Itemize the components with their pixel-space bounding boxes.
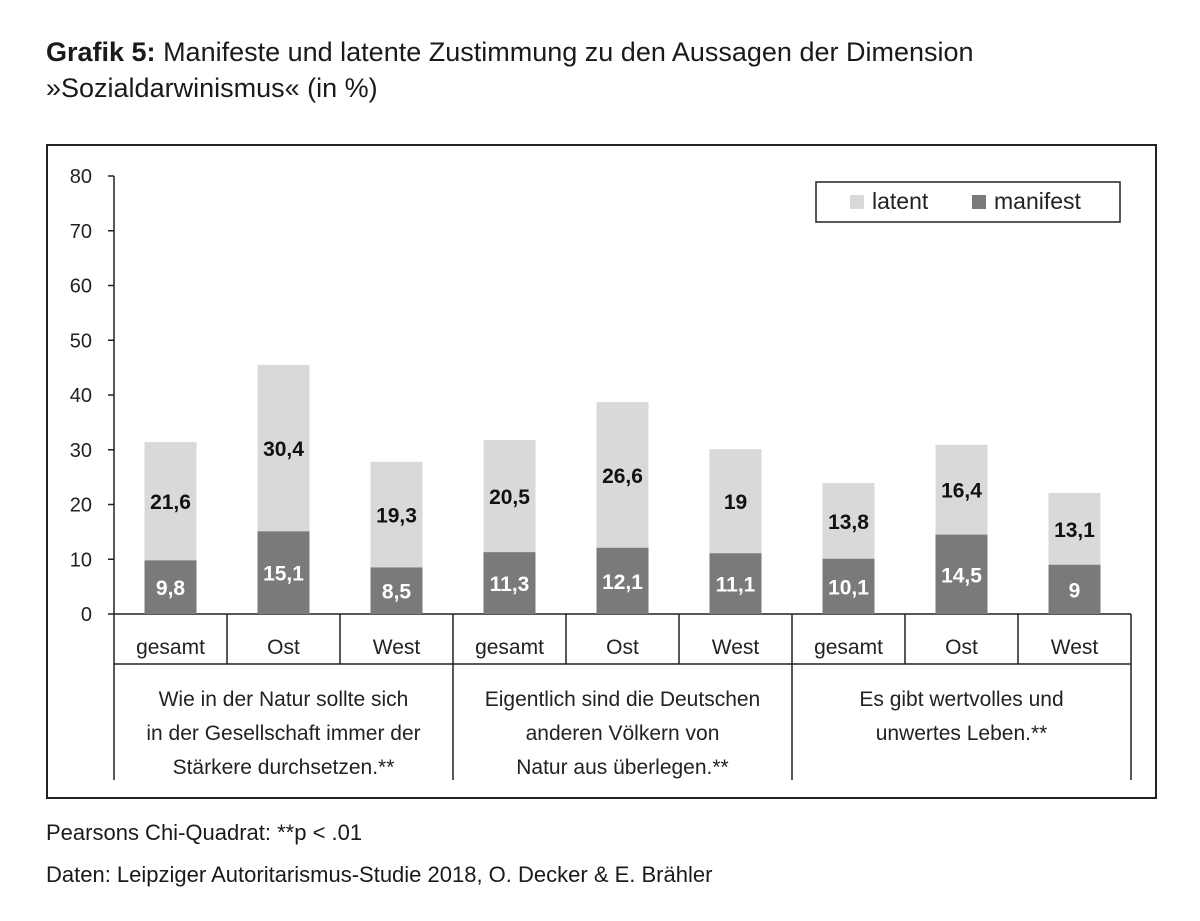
bar-latent (1048, 493, 1101, 565)
data-label-manifest: 9 (1069, 579, 1081, 602)
group-label-line: Eigentlich sind die Deutschen (485, 688, 761, 711)
y-tick-label: 20 (70, 495, 92, 517)
y-tick-label: 30 (70, 440, 92, 462)
data-label-manifest: 14,5 (941, 564, 982, 587)
bar-manifest (596, 547, 649, 614)
chart-frame: 0 10 20 30 40 50 60 70 80 gesamt Ost West gesamt Ost W… (46, 144, 1157, 799)
category-label: Ost (606, 636, 639, 659)
group-label-line: anderen Völkern von (526, 722, 720, 745)
y-tick-label: 0 (81, 604, 92, 626)
legend-box (815, 181, 1121, 223)
category-label: West (373, 636, 421, 659)
y-tick-label: 50 (70, 330, 92, 352)
data-label-latent: 13,8 (828, 511, 869, 534)
chart-title: Grafik 5: Manifeste und latente Zustimmu… (46, 34, 1166, 106)
data-label-latent: 20,5 (489, 486, 530, 509)
group-label-line: in der Gesellschaft immer der (146, 722, 420, 745)
data-label-latent: 19,3 (376, 505, 417, 528)
data-label-latent: 16,4 (941, 480, 982, 503)
title-line-2: »Sozialdarwinismus« (in %) (46, 73, 378, 103)
bar-latent (596, 402, 649, 548)
data-label-latent: 13,1 (1054, 519, 1095, 542)
bar-latent (935, 444, 988, 535)
y-tick-label: 40 (70, 385, 92, 407)
category-label: Ost (945, 636, 978, 659)
legend-label-latent: latent (872, 188, 929, 214)
data-label-manifest: 15,1 (263, 563, 304, 586)
bar-latent (483, 439, 536, 553)
title-text: Manifeste und latente Zustimmung zu den … (163, 37, 974, 67)
data-label-latent: 21,6 (150, 491, 191, 514)
data-label-manifest: 10,1 (828, 576, 869, 599)
bar-manifest (144, 560, 197, 614)
category-label: Ost (267, 636, 300, 659)
group-label-line: unwertes Leben.** (876, 722, 1048, 745)
bar-manifest (822, 558, 875, 614)
bar-manifest (257, 531, 310, 614)
group-label-line: Es gibt wertvolles und (859, 688, 1063, 711)
data-label-latent: 19 (724, 491, 747, 514)
bar-latent (257, 364, 310, 532)
bar-manifest (935, 534, 988, 614)
bar-manifest (1048, 564, 1101, 614)
legend-label-manifest: manifest (994, 188, 1082, 214)
data-label-manifest: 9,8 (156, 577, 186, 600)
bar-manifest (709, 553, 762, 614)
title-prefix: Grafik 5: (46, 37, 156, 67)
y-tick-label: 10 (70, 549, 92, 571)
group-label-line: Natur aus überlegen.** (516, 756, 728, 779)
data-label-manifest: 8,5 (382, 581, 412, 604)
stacked-bar-chart: 0 10 20 30 40 50 60 70 80 gesamt Ost West gesamt Ost W… (70, 166, 1132, 780)
legend-swatch-latent (850, 195, 864, 209)
legend-swatch-manifest (972, 195, 986, 209)
group-label-line: Stärkere durchsetzen.** (173, 756, 395, 779)
bar-manifest (483, 552, 536, 614)
data-label-manifest: 11,1 (716, 574, 756, 597)
data-label-latent: 26,6 (602, 465, 643, 488)
category-label: gesamt (136, 636, 205, 659)
category-label: West (1051, 636, 1099, 659)
y-tick-label: 70 (70, 221, 92, 243)
category-label: gesamt (475, 636, 544, 659)
significance-note: Pearsons Chi-Quadrat: **p < .01 (46, 820, 363, 845)
group-label-line: Wie in der Natur sollte sich (159, 688, 409, 711)
bar-latent (370, 461, 423, 568)
data-label-manifest: 11,3 (490, 573, 530, 596)
y-tick-label: 80 (70, 166, 92, 188)
data-label-latent: 30,4 (263, 438, 304, 461)
category-label: West (712, 636, 760, 659)
bar-latent (709, 449, 762, 554)
category-label: gesamt (814, 636, 883, 659)
y-tick-label: 60 (70, 276, 92, 298)
title-line-1: Grafik 5: Manifeste und latente Zustimmu… (46, 34, 1166, 70)
source-note: Daten: Leipziger Autoritarismus-Studie 2… (46, 862, 713, 887)
bar-manifest (370, 567, 423, 614)
bar-latent (822, 483, 875, 559)
bar-latent (144, 442, 197, 561)
data-label-manifest: 12,1 (602, 571, 643, 594)
